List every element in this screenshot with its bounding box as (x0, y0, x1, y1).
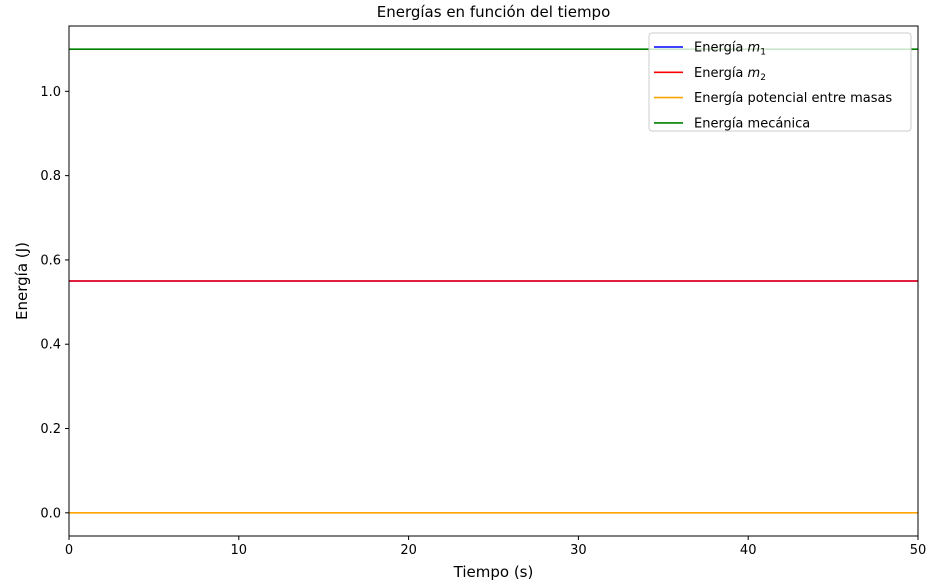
x-tick-label: 10 (231, 543, 248, 558)
y-tick-label: 0.0 (40, 506, 61, 521)
axes-frame (68, 25, 919, 537)
x-tick-label: 50 (910, 543, 927, 558)
legend-box (648, 32, 912, 132)
legend-label-3: Energía potencial entre masas (694, 91, 892, 106)
y-axis-label: Energía (J) (13, 242, 31, 320)
y-tick-label: 0.4 (40, 338, 61, 353)
y-tick-label: 0.6 (40, 253, 61, 268)
x-tick-label: 40 (740, 543, 757, 558)
x-tick-label: 0 (65, 543, 73, 558)
chart-title: Energías en función del tiempo (377, 3, 611, 21)
x-tick-label: 30 (570, 543, 587, 558)
y-tick-label: 0.2 (40, 422, 61, 437)
y-tick-label: 1.0 (40, 85, 61, 100)
legend-label-1: Energía m1 (694, 41, 766, 58)
legend: Energía m1 Energía m2 Energía potencial en… (648, 32, 912, 132)
x-axis-label: Tiempo (s) (453, 563, 534, 581)
axes: 0 10 20 30 40 50 0.0 0.2 0.4 0.6 0.8 1.0 (40, 25, 927, 558)
y-tick-label: 0.8 (40, 169, 61, 184)
legend-label-4: Energía mecánica (694, 116, 810, 131)
x-tick-label: 20 (400, 543, 417, 558)
legend-label-2: Energía m2 (694, 66, 766, 83)
